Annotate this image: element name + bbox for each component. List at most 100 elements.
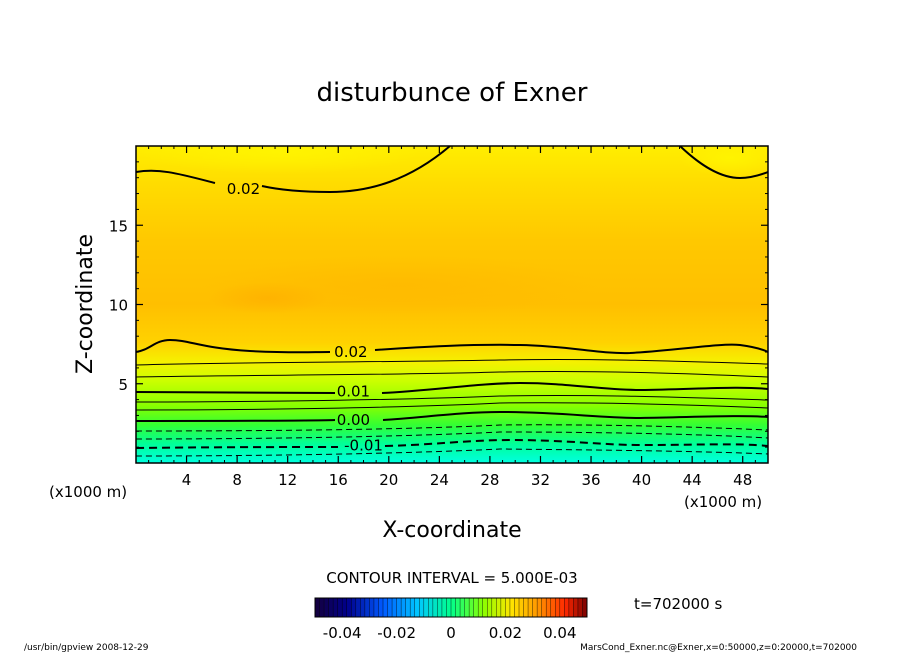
colorbar-segment [577,598,583,617]
contour-interval-text: CONTOUR INTERVAL = 5.000E-03 [326,569,577,587]
colorbar-segment [568,598,574,617]
colorbar-tick-label: 0.04 [543,624,576,642]
footer-left: /usr/bin/gpview 2008-12-29 [24,643,149,653]
colorbar-segment [441,598,447,617]
x-tick-label: 40 [632,471,651,489]
colorbar-segment [337,598,343,617]
colorbar-segment [532,598,538,617]
colorbar-segment [537,598,542,617]
colorbar-segment [528,598,533,617]
x-tick-label: 8 [232,471,242,489]
contour-label: -0.01 [344,437,383,455]
colorbar-segment [455,598,461,617]
colorbar-segment [428,598,434,617]
filled-contour-field [136,146,768,463]
colorbar-segment [573,598,579,617]
time-label: t=702000 s [634,595,722,613]
contour-lines [136,146,768,457]
contour-labels: 0.02 0.02 0.01 0.00 -0.01 [227,180,383,455]
x-tick-label: 12 [278,471,297,489]
y-tick-label: 10 [109,297,128,315]
colorbar-segment [346,598,352,617]
colorbar-segment [519,598,524,617]
colorbar-segment [482,598,488,617]
colorbar-segment [383,598,388,617]
colorbar-segment [419,598,425,617]
colorbar-segment [555,598,561,617]
colorbar-segment [505,598,511,617]
x-axis-label: X-coordinate [382,518,521,543]
colorbar-segment [541,598,547,617]
contour-line-minus-0.01 [136,438,768,449]
colorbar-segment [432,598,438,617]
colorbar-segment [478,598,484,617]
colorbar-segment [387,598,393,617]
colorbar-segment [437,598,443,617]
colorbar-segment [487,598,493,617]
colorbar-segment [315,598,320,617]
x-tick-label: 28 [480,471,499,489]
x-tick-label: 44 [683,471,702,489]
colorbar-segment [328,598,334,617]
colorbar-segment [451,598,456,617]
x-tick-label: 24 [430,471,449,489]
colorbar-segment [410,598,416,617]
colorbar-tick-label: 0 [446,624,456,642]
colorbar-segment [405,598,411,617]
colorbar-segment [446,598,452,617]
x-tick-label: 20 [379,471,398,489]
contour-label: 0.02 [334,343,367,361]
x-tick-label: 48 [733,471,752,489]
colorbar-segment [500,598,506,617]
colorbar-segment [509,598,515,617]
colorbar-segment [351,598,357,617]
colorbar-segment [582,598,588,617]
contour-line-upper-0.02 [136,146,768,194]
colorbar-segment [401,598,406,617]
contour-line-0.00 [136,410,768,422]
colorbar-tick-label: 0.02 [489,624,522,642]
colorbar-segment [491,598,497,617]
colorbar-segment [514,598,520,617]
colorbar-segment [360,598,366,617]
y-tick-label: 5 [118,376,128,394]
colorbar-frame [314,597,588,618]
colorbar-segment [319,598,325,617]
y-tick-label: 15 [109,217,128,235]
contour-label: 0.00 [337,411,370,429]
colorbar-segment [496,598,502,617]
colorbar-segment [392,598,397,617]
contour-label: 0.01 [337,383,370,401]
colorbar-segment [473,598,479,617]
colorbar-segment [414,598,420,617]
colorbar-segment [523,598,529,617]
colorbar-segment [333,598,338,617]
x-tick-label: 32 [531,471,550,489]
colorbar-segment [378,598,384,617]
contour-label: 0.02 [227,180,260,198]
contour-line-0.01 [136,381,768,394]
colorbar-segment [423,598,429,617]
colorbar-segment [469,598,474,617]
colorbar-tick-labels: -0.04 -0.02 0 0.02 0.04 [323,624,577,642]
x-unit-left: (x1000 m) [49,483,127,501]
y-axis-ticks: 5 10 15 [109,161,768,448]
colorbar-segment [373,598,379,617]
x-axis-ticks: 4 8 12 16 20 24 28 32 36 40 44 48 [148,146,756,489]
x-tick-label: 16 [329,471,348,489]
y-axis-label: Z-coordinate [73,234,98,374]
colorbar-segment [355,598,361,617]
colorbar-segment [559,598,565,617]
colorbar-segment [342,598,348,617]
colorbar-segment [369,598,375,617]
x-unit-right: (x1000 m) [684,493,762,511]
chart-title: disturbunce of Exner [317,78,588,108]
colorbar-segment [546,598,552,617]
colorbar-segment [396,598,402,617]
colorbar-segment [464,598,470,617]
colorbar-tick-label: -0.04 [323,624,362,642]
colorbar-segment [550,598,556,617]
colorbar-segment [564,598,570,617]
contour-line-lower-0.02 [136,338,768,355]
colorbar-segment [364,598,370,617]
